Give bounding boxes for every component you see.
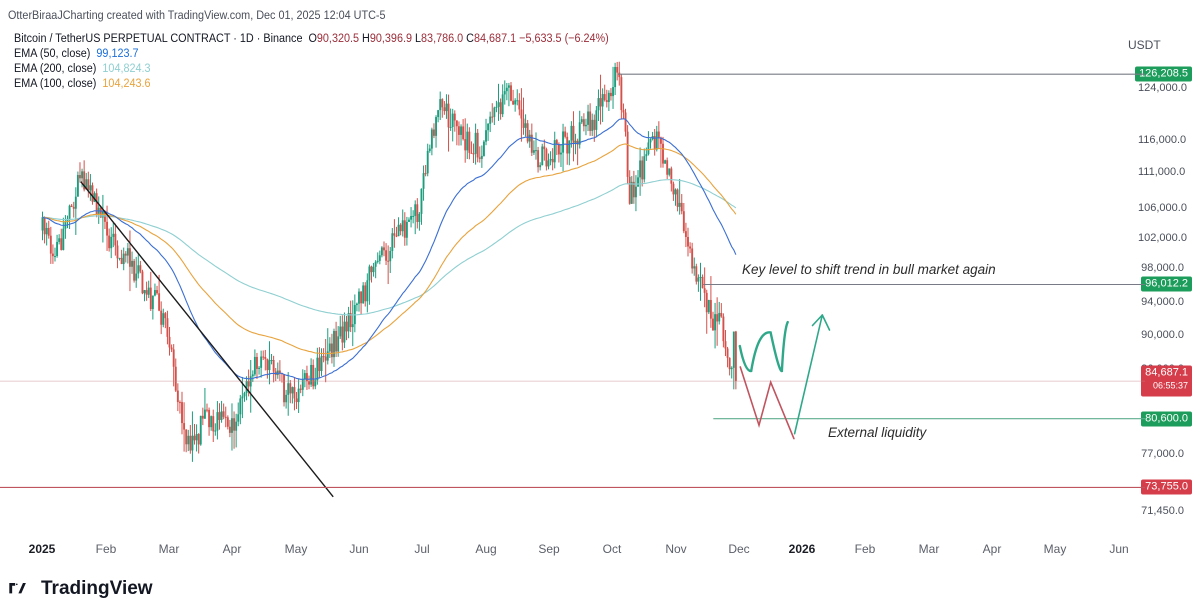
svg-text:Key level to shift trend in bu: Key level to shift trend in bull market …	[742, 262, 996, 277]
svg-text:External liquidity: External liquidity	[828, 425, 928, 440]
